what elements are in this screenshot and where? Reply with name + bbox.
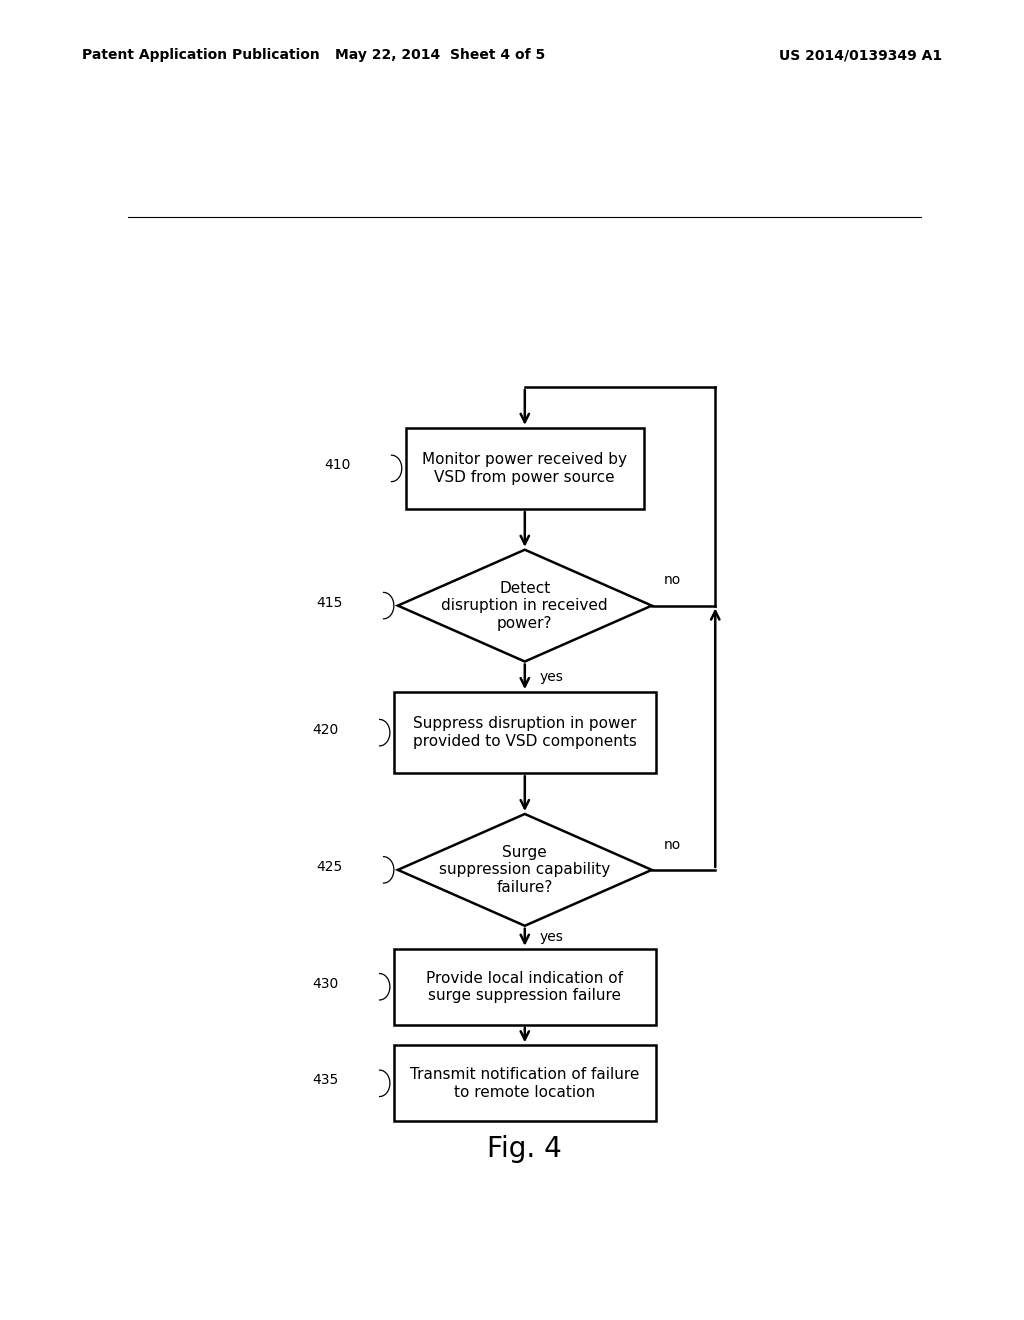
Text: 430: 430 <box>312 977 338 991</box>
Text: US 2014/0139349 A1: US 2014/0139349 A1 <box>779 49 942 62</box>
Text: Detect
disruption in received
power?: Detect disruption in received power? <box>441 581 608 631</box>
Text: 425: 425 <box>316 859 342 874</box>
Text: 410: 410 <box>324 458 350 473</box>
FancyBboxPatch shape <box>394 949 655 1024</box>
Text: 420: 420 <box>312 722 338 737</box>
Text: yes: yes <box>539 669 563 684</box>
Text: 415: 415 <box>315 595 342 610</box>
Polygon shape <box>397 814 652 925</box>
Text: Suppress disruption in power
provided to VSD components: Suppress disruption in power provided to… <box>413 717 637 748</box>
FancyBboxPatch shape <box>406 428 644 510</box>
FancyBboxPatch shape <box>394 1045 655 1122</box>
Text: Transmit notification of failure
to remote location: Transmit notification of failure to remo… <box>411 1067 639 1100</box>
Text: 435: 435 <box>312 1073 338 1088</box>
Text: no: no <box>664 838 681 851</box>
Text: May 22, 2014  Sheet 4 of 5: May 22, 2014 Sheet 4 of 5 <box>335 49 546 62</box>
Text: Provide local indication of
surge suppression failure: Provide local indication of surge suppre… <box>426 970 624 1003</box>
Text: Patent Application Publication: Patent Application Publication <box>82 49 319 62</box>
Polygon shape <box>397 549 652 661</box>
FancyBboxPatch shape <box>394 692 655 774</box>
Text: no: no <box>664 573 681 587</box>
Text: Fig. 4: Fig. 4 <box>487 1135 562 1163</box>
Text: yes: yes <box>539 931 563 944</box>
Text: Surge
suppression capability
failure?: Surge suppression capability failure? <box>439 845 610 895</box>
Text: Monitor power received by
VSD from power source: Monitor power received by VSD from power… <box>422 453 628 484</box>
